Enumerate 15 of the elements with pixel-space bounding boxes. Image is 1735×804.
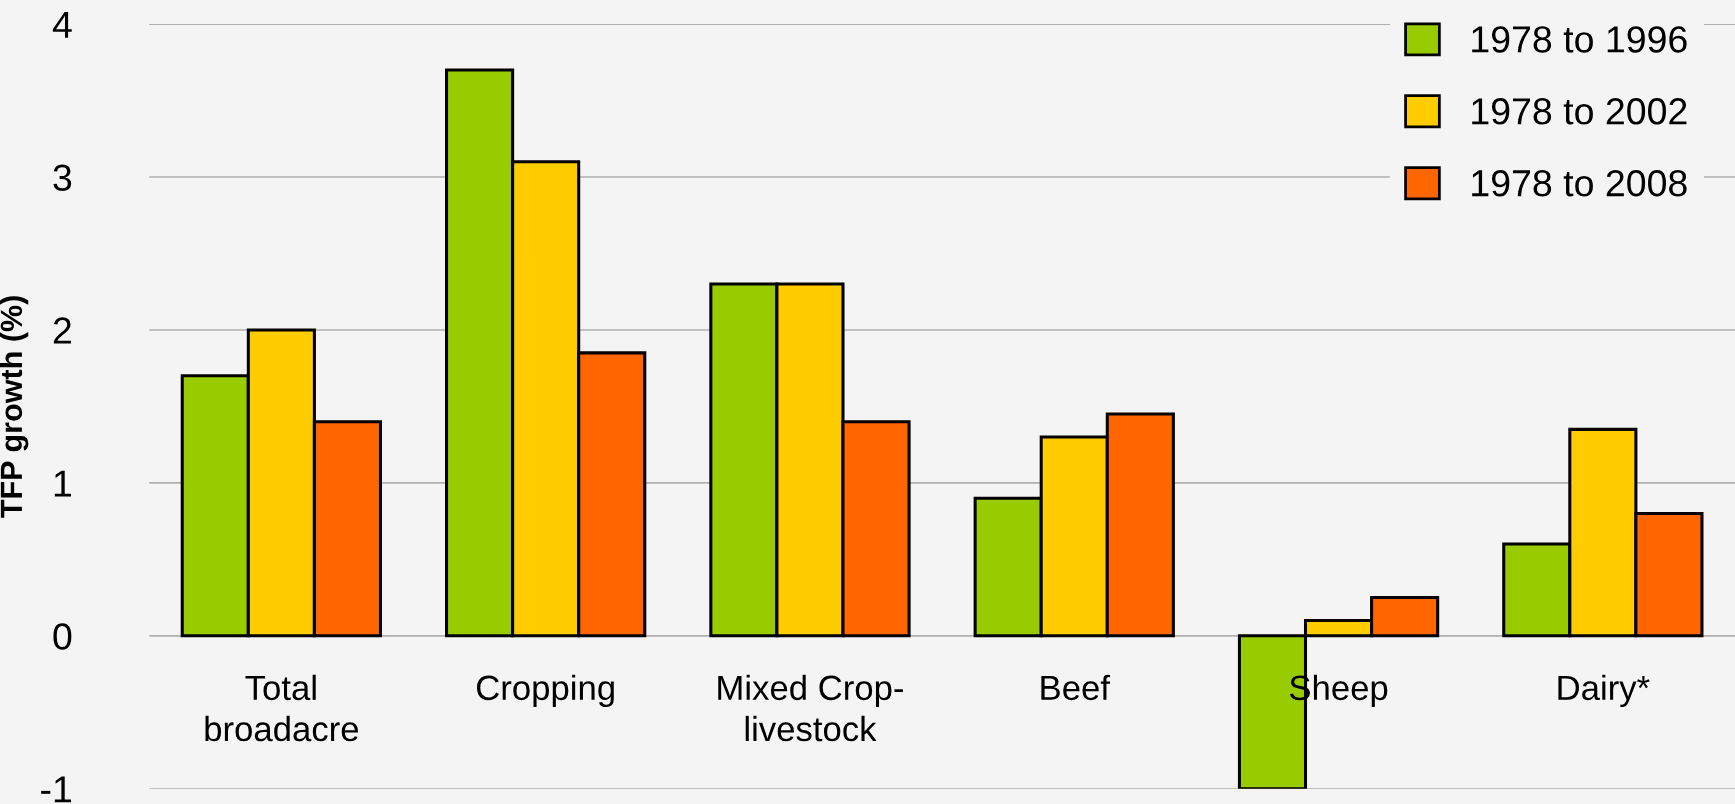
legend-label: 1978 to 2008 (1472, 169, 1687, 197)
y-tick-label: 0 (53, 623, 72, 650)
y-tick-label: 4 (52, 11, 72, 38)
y-tick-label: 3 (53, 164, 72, 191)
x-tick-label: Total broadacre (205, 674, 358, 742)
x-tick-label: Dairy* (1558, 674, 1650, 708)
x-tick-label: Cropping (476, 674, 614, 708)
y-tick-label: 1 (54, 470, 71, 497)
y-tick-label: -1 (41, 776, 71, 803)
legend-label: 1978 to 1996 (1472, 26, 1687, 53)
y-axis-title: TFP growth (%) (0, 296, 29, 518)
y-tick-label: 2 (53, 317, 71, 344)
x-tick-label: Beef (1041, 674, 1111, 701)
legend-label: 1978 to 2002 (1472, 98, 1687, 125)
x-tick-label: Mixed Crop- livestock (718, 674, 903, 742)
